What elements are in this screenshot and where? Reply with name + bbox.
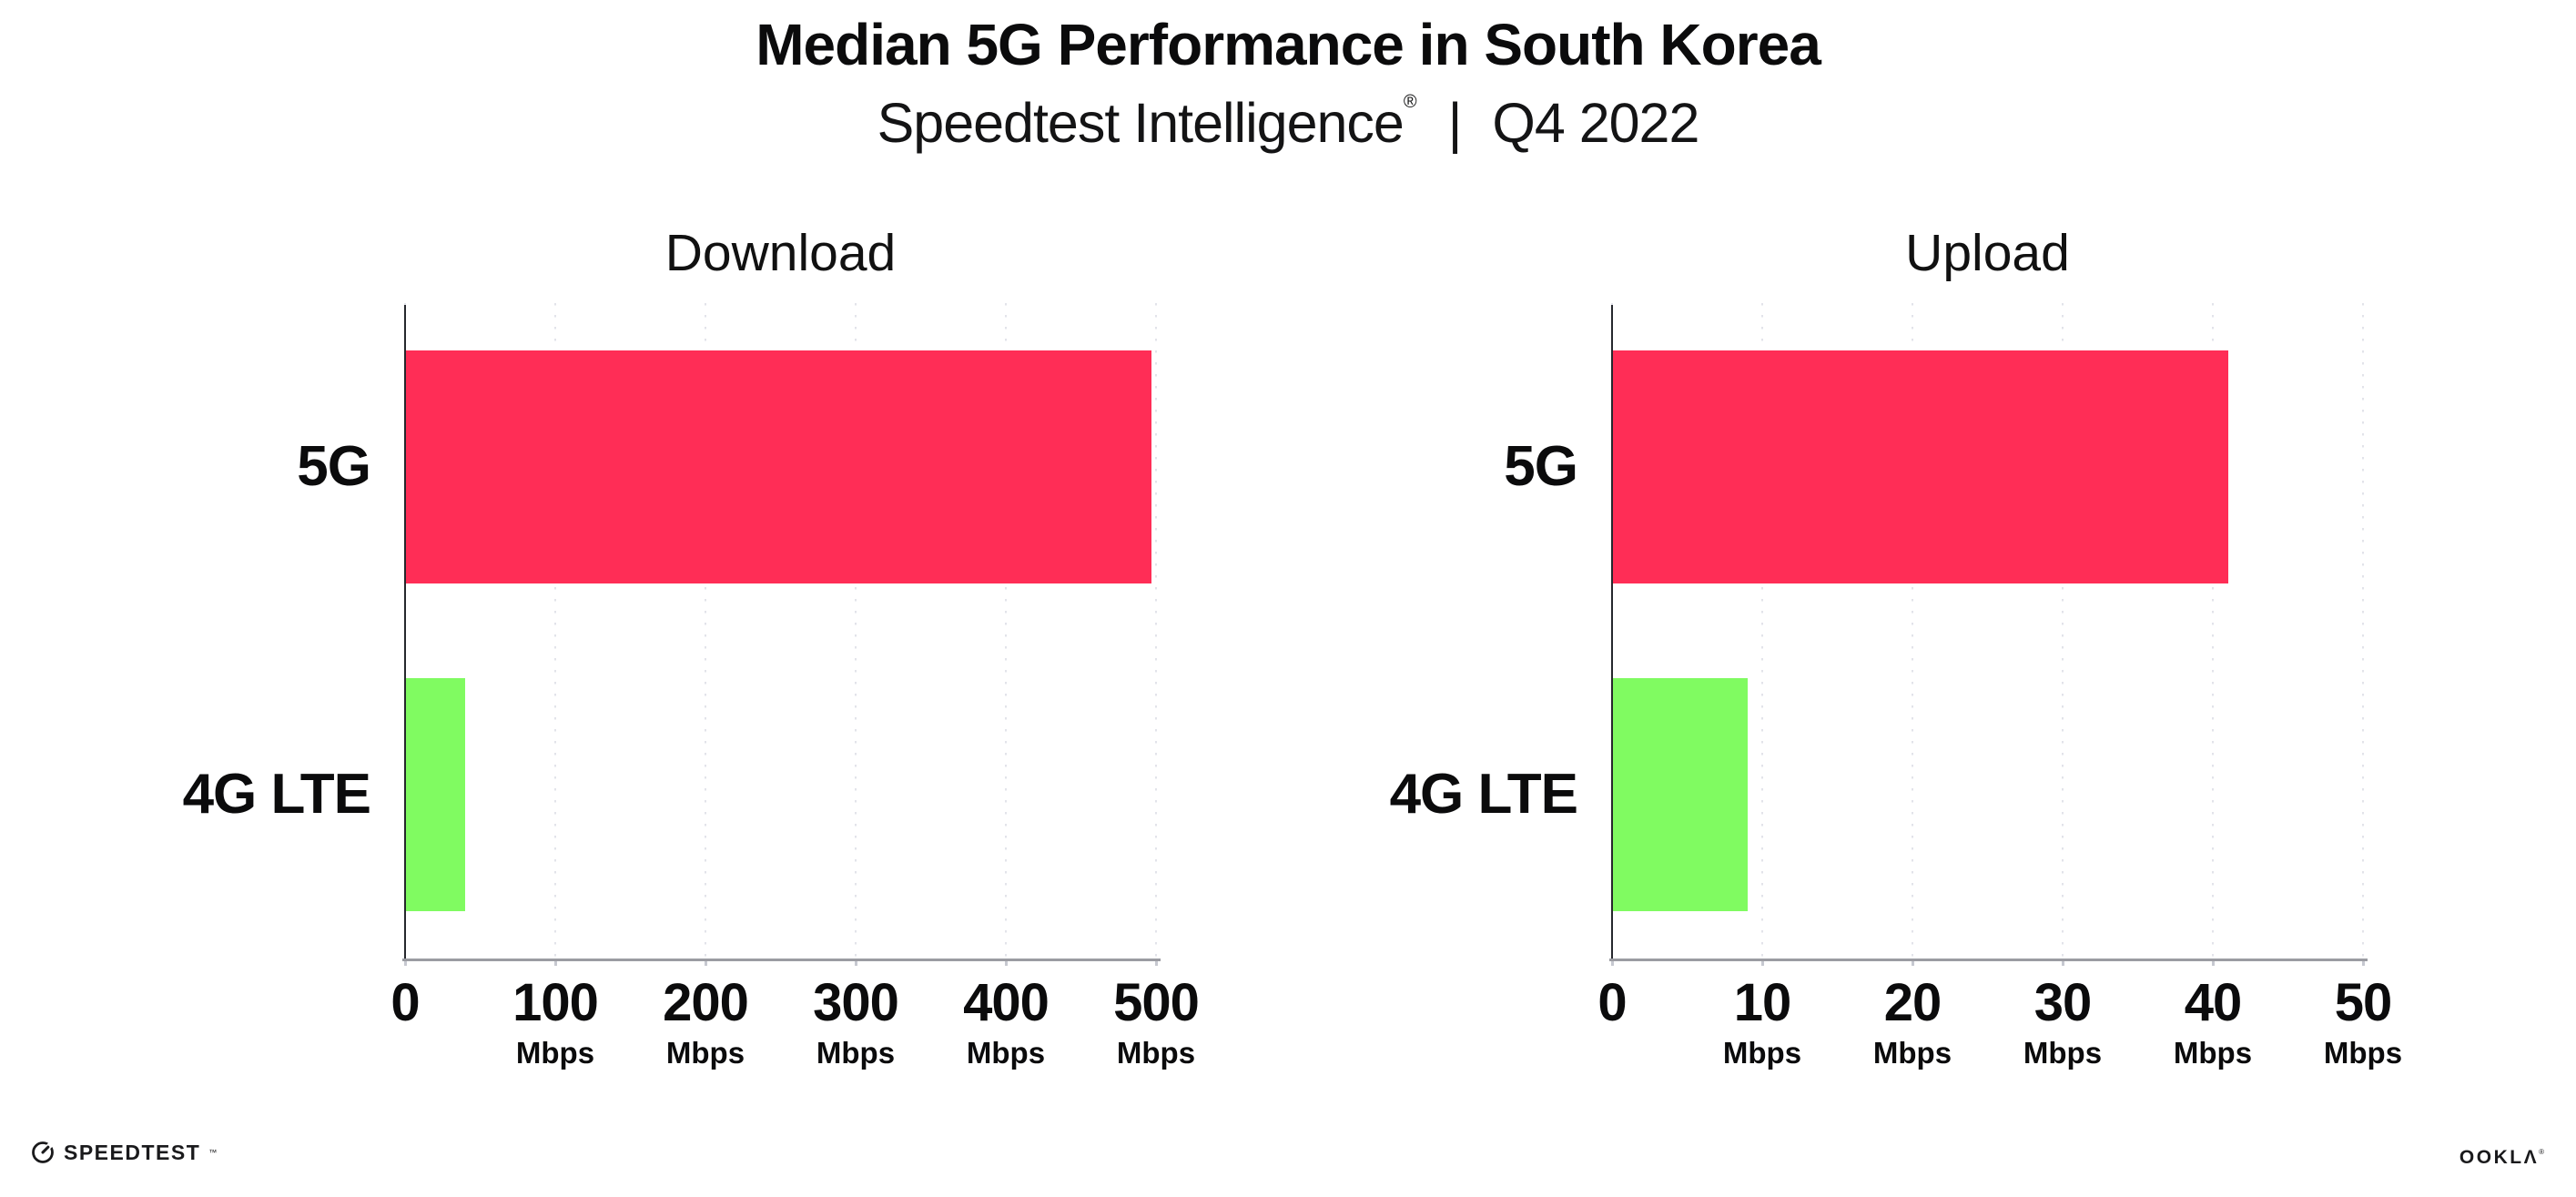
tick-unit: Mbps xyxy=(665,1036,745,1070)
y-axis-line xyxy=(1611,305,1613,960)
registered-mark-icon: ® xyxy=(1403,92,1417,112)
tick-unit: Mbps xyxy=(816,1036,896,1070)
tick-value: 100 xyxy=(512,973,599,1032)
subtitle-product: Speedtest Intelligence xyxy=(877,92,1405,154)
tick-value: 400 xyxy=(963,973,1050,1032)
x-tick-label-20: 20 Mbps xyxy=(1873,975,1952,1070)
axis-tick-mark xyxy=(1155,961,1158,966)
tick-value: 10 xyxy=(1733,973,1792,1032)
registered-mark-icon: ® xyxy=(2539,1148,2544,1156)
gridline-50 xyxy=(2362,303,2364,959)
tick-value: 300 xyxy=(813,973,899,1032)
tick-unit: Mbps xyxy=(2023,1036,2103,1070)
x-tick-label-400: 400 Mbps xyxy=(963,973,1050,1070)
download-plot-area xyxy=(402,303,1161,966)
x-tick-label-10: 10 Mbps xyxy=(1723,975,1801,1070)
subtitle-period: Q4 2022 xyxy=(1492,92,1699,154)
upload-x-axis: 0 10 Mbps 20 Mbps 30 Mbps 40 Mbps 50 Mbps xyxy=(1597,975,2402,1130)
x-tick-label-300: 300 Mbps xyxy=(813,973,899,1070)
category-label-5g: 5G xyxy=(297,435,371,498)
tick-unit: Mbps xyxy=(1872,1036,1952,1070)
gridline-400 xyxy=(1005,303,1007,959)
upload-bar-5g xyxy=(1612,350,2228,583)
x-tick-label-0: 0 xyxy=(1597,973,1627,1032)
axis-tick-mark xyxy=(1761,961,1764,966)
tick-unit: Mbps xyxy=(966,1036,1046,1070)
ookla-logo: OOKLΛ® xyxy=(2459,1147,2544,1169)
upload-chart: Upload 5G 4G LTE 0 10 Mbps 20 Mbps 30 Mbps 40 Mbp… xyxy=(1321,223,2437,1142)
upload-plot-area xyxy=(1609,303,2368,966)
page-subtitle: Speedtest Intelligence® | Q4 2022 xyxy=(0,91,2576,155)
ookla-wordmark: OOKLΛ xyxy=(2459,1147,2540,1168)
download-bar-4g-lte xyxy=(405,678,465,911)
gridline-10 xyxy=(1761,303,1763,959)
tick-value: 0 xyxy=(1597,973,1627,1032)
category-label-4g-lte: 4G LTE xyxy=(182,763,371,826)
gridline-40 xyxy=(2212,303,2214,959)
gridline-100 xyxy=(554,303,556,959)
download-bar-5g xyxy=(405,350,1152,583)
axis-tick-mark xyxy=(855,961,857,966)
download-chart-title: Download xyxy=(664,224,897,282)
tick-value: 40 xyxy=(2184,973,2243,1032)
x-tick-label-0: 0 xyxy=(390,973,420,1032)
subtitle-divider: | xyxy=(1447,92,1463,154)
tick-unit: Mbps xyxy=(2173,1036,2253,1070)
x-tick-label-50: 50 Mbps xyxy=(2324,975,2402,1070)
axis-tick-mark xyxy=(1611,961,1614,966)
tick-value: 200 xyxy=(663,973,749,1032)
axis-tick-mark xyxy=(1005,961,1008,966)
tick-value: 0 xyxy=(390,973,420,1032)
axis-tick-mark xyxy=(404,961,407,966)
speedtest-logo: SPEEDTEST ™ xyxy=(30,1140,217,1165)
axis-tick-mark xyxy=(554,961,557,966)
speedtest-wordmark: SPEEDTEST xyxy=(64,1140,201,1164)
tick-unit: Mbps xyxy=(515,1036,595,1070)
axis-tick-mark xyxy=(1912,961,1914,966)
x-tick-label-40: 40 Mbps xyxy=(2174,975,2252,1070)
tick-unit: Mbps xyxy=(1722,1036,1802,1070)
speedtest-gauge-icon xyxy=(32,1140,56,1163)
header: Median 5G Performance in South Korea Spe… xyxy=(0,0,2576,155)
x-tick-label-30: 30 Mbps xyxy=(2023,975,2102,1070)
x-axis-line xyxy=(402,959,1161,961)
trademark-icon: ™ xyxy=(208,1148,218,1157)
tick-value: 30 xyxy=(2033,973,2093,1032)
tick-value: 50 xyxy=(2334,973,2393,1032)
gridline-500 xyxy=(1155,303,1157,959)
download-x-axis: 0 100 Mbps 200 Mbps 300 Mbps 400 Mbps 500 Mbps xyxy=(390,973,1200,1130)
gridline-20 xyxy=(1912,303,1913,959)
x-axis-line xyxy=(1609,959,2368,961)
y-axis-line xyxy=(404,305,406,960)
x-tick-label-100: 100 Mbps xyxy=(512,973,599,1070)
x-tick-label-200: 200 Mbps xyxy=(663,973,749,1070)
gridline-30 xyxy=(2062,303,2064,959)
page-title: Median 5G Performance in South Korea xyxy=(756,12,1821,77)
axis-tick-mark xyxy=(2062,961,2064,966)
axis-tick-mark xyxy=(705,961,707,966)
gridline-200 xyxy=(705,303,706,959)
gridline-300 xyxy=(855,303,857,959)
category-label-5g: 5G xyxy=(1504,435,1578,498)
tick-value: 20 xyxy=(1883,973,1942,1032)
axis-tick-mark xyxy=(2362,961,2365,966)
x-tick-label-500: 500 Mbps xyxy=(1113,973,1200,1070)
tick-unit: Mbps xyxy=(1116,1036,1196,1070)
download-chart: Download 5G 4G LTE 0 100 Mbps 200 Mbps 300 Mbps… xyxy=(114,223,1230,1142)
axis-tick-mark xyxy=(2212,961,2215,966)
category-label-4g-lte: 4G LTE xyxy=(1389,763,1578,826)
upload-bar-4g-lte xyxy=(1612,678,1748,911)
tick-unit: Mbps xyxy=(2323,1036,2403,1070)
tick-value: 500 xyxy=(1113,973,1200,1032)
upload-chart-title: Upload xyxy=(1905,224,2070,282)
